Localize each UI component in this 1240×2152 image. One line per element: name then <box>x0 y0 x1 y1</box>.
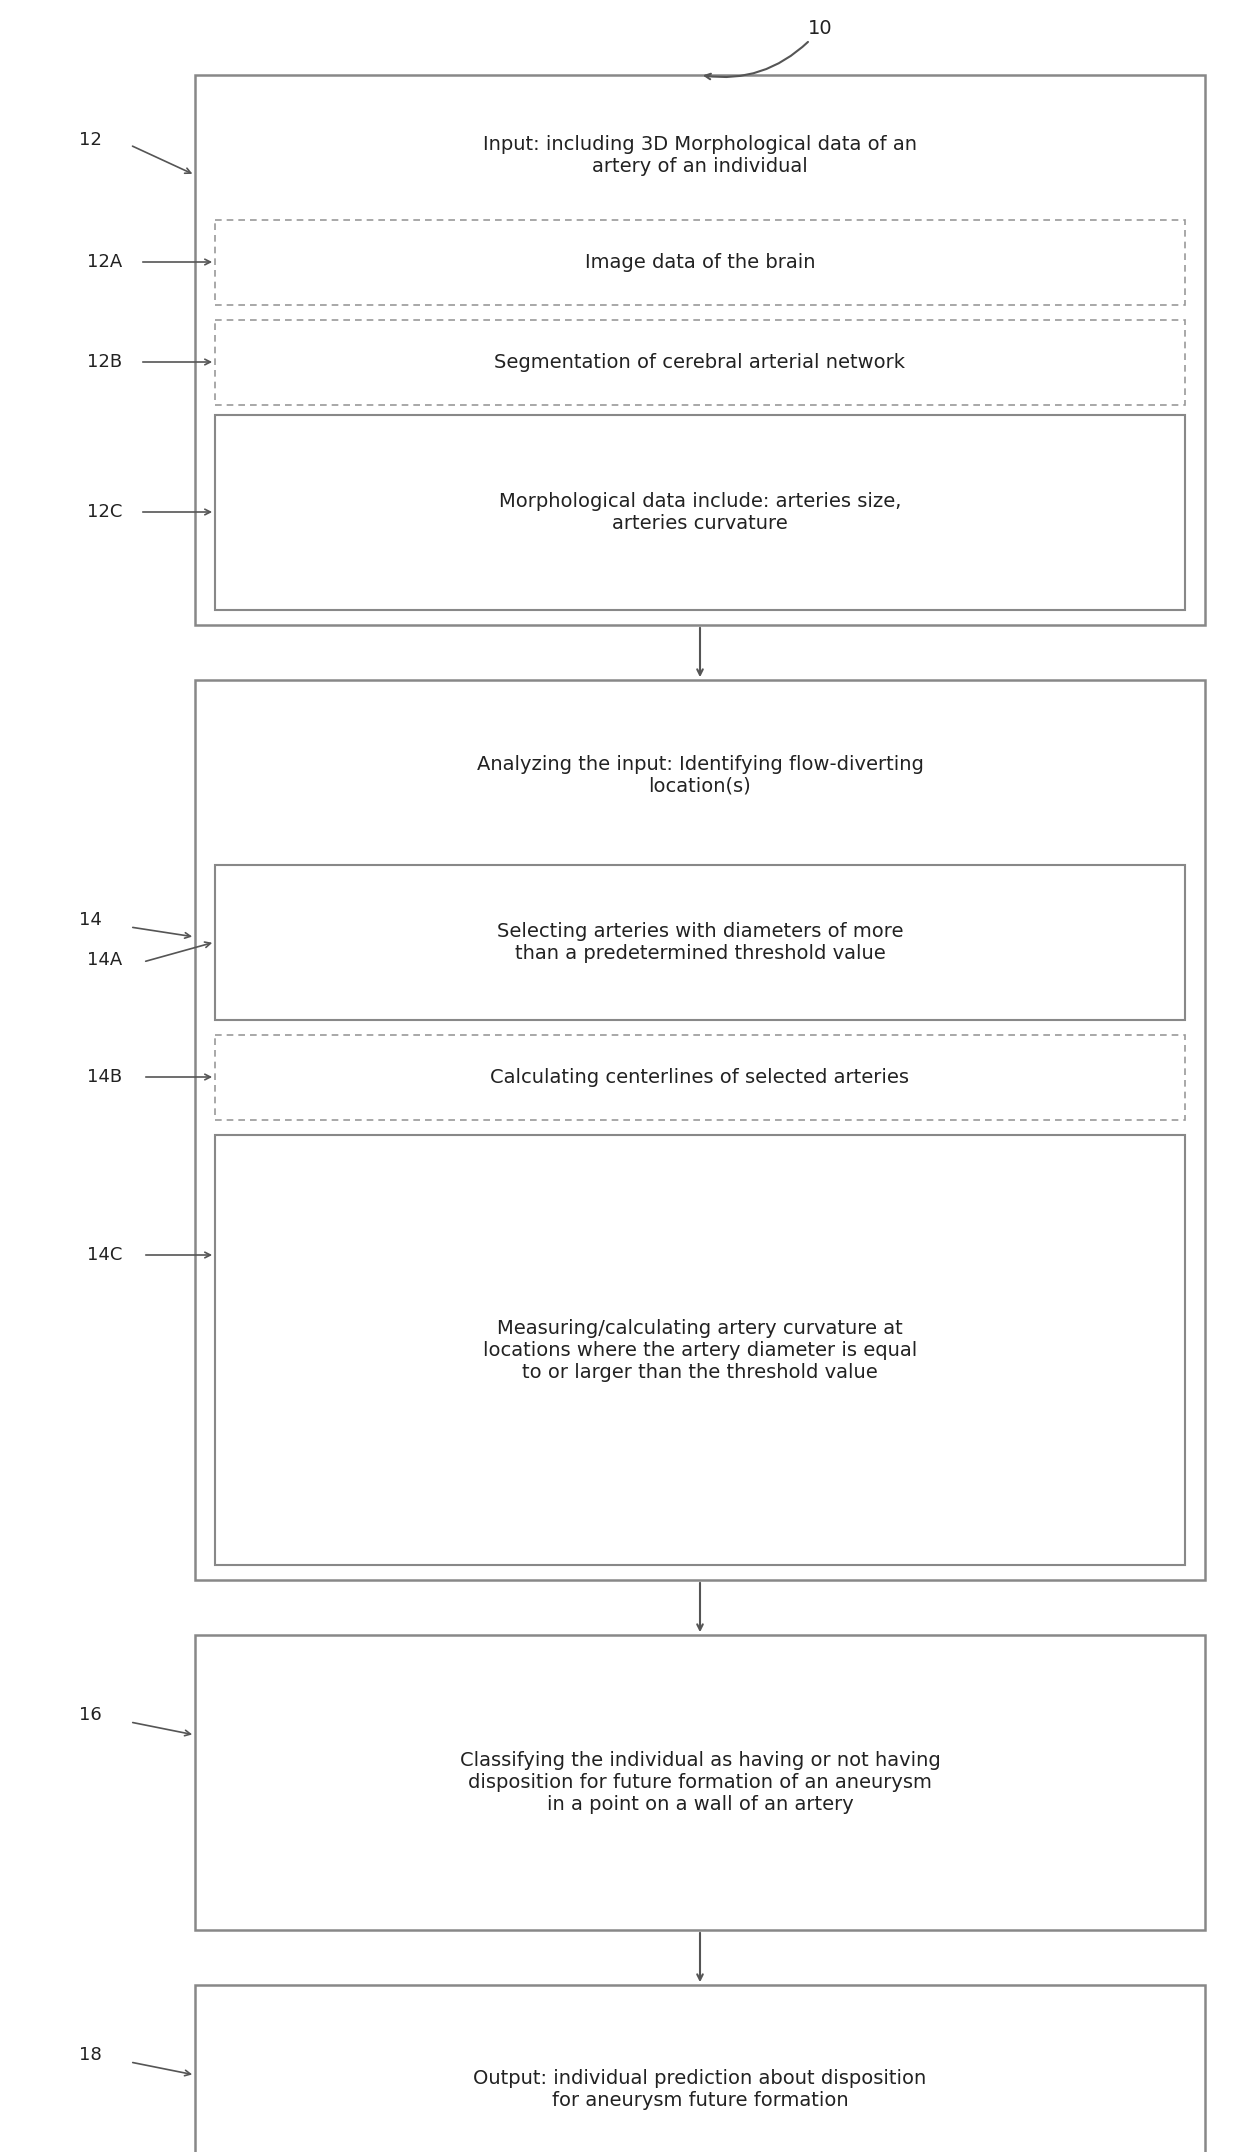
Text: Measuring/calculating artery curvature at
locations where the artery diameter is: Measuring/calculating artery curvature a… <box>482 1319 918 1382</box>
Text: 12: 12 <box>78 131 102 148</box>
Text: 16: 16 <box>78 1707 102 1724</box>
Text: Segmentation of cerebral arterial network: Segmentation of cerebral arterial networ… <box>495 353 905 372</box>
Text: 18: 18 <box>78 2047 102 2064</box>
Bar <box>195 1984 1205 2152</box>
Bar <box>215 415 1185 609</box>
Text: 14B: 14B <box>88 1067 123 1087</box>
Bar <box>195 1636 1205 1930</box>
Bar <box>215 865 1185 1020</box>
Text: 14: 14 <box>78 910 102 930</box>
Text: 14A: 14A <box>87 951 123 968</box>
Bar <box>215 220 1185 306</box>
Text: 12C: 12C <box>87 504 123 521</box>
Text: Selecting arteries with diameters of more
than a predetermined threshold value: Selecting arteries with diameters of mor… <box>497 921 903 962</box>
Text: Input: including 3D Morphological data of an
artery of an individual: Input: including 3D Morphological data o… <box>484 133 918 176</box>
Text: Calculating centerlines of selected arteries: Calculating centerlines of selected arte… <box>491 1067 909 1087</box>
Text: 10: 10 <box>807 19 832 37</box>
Text: 12A: 12A <box>87 254 123 271</box>
Text: Output: individual prediction about disposition
for aneurysm future formation: Output: individual prediction about disp… <box>474 2070 926 2111</box>
Text: Morphological data include: arteries size,
arteries curvature: Morphological data include: arteries siz… <box>498 493 901 534</box>
Bar <box>195 680 1205 1580</box>
Bar <box>215 1134 1185 1565</box>
Text: Classifying the individual as having or not having
disposition for future format: Classifying the individual as having or … <box>460 1752 940 1814</box>
Text: Image data of the brain: Image data of the brain <box>585 254 815 271</box>
Text: 14C: 14C <box>87 1246 123 1263</box>
Bar <box>215 321 1185 405</box>
Bar <box>195 75 1205 624</box>
Text: 12B: 12B <box>88 353 123 370</box>
Bar <box>215 1035 1185 1119</box>
Text: Analyzing the input: Identifying flow-diverting
location(s): Analyzing the input: Identifying flow-di… <box>476 755 924 796</box>
